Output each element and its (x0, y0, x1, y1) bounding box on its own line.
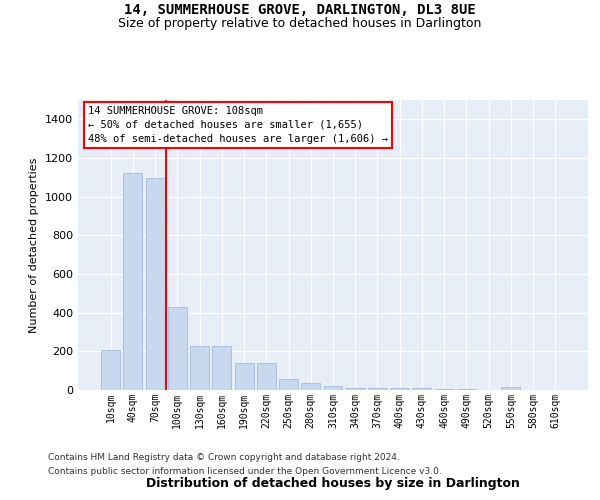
Bar (124, 174, 142, 390)
Text: Contains HM Land Registry data © Crown copyright and database right 2024.: Contains HM Land Registry data © Crown c… (48, 454, 400, 462)
Bar (101, 350, 120, 390)
Text: 14, SUMMERHOUSE GROVE, DARLINGTON, DL3 8UE: 14, SUMMERHOUSE GROVE, DARLINGTON, DL3 8… (124, 2, 476, 16)
Bar (190, 346, 209, 390)
Text: 14 SUMMERHOUSE GROVE: 108sqm
← 50% of detached houses are smaller (1,655)
48% of: 14 SUMMERHOUSE GROVE: 108sqm ← 50% of de… (88, 106, 388, 144)
Bar (301, 383, 320, 390)
Bar (412, 388, 431, 390)
Bar (346, 388, 365, 390)
Bar (279, 380, 298, 390)
Bar (212, 346, 231, 390)
Text: Size of property relative to detached houses in Darlington: Size of property relative to detached ho… (118, 18, 482, 30)
Bar (435, 389, 454, 390)
Text: Distribution of detached houses by size in Darlington: Distribution of detached houses by size … (146, 477, 520, 490)
Bar (323, 386, 343, 390)
Bar (390, 388, 409, 390)
Bar (146, 178, 164, 390)
Y-axis label: Number of detached properties: Number of detached properties (29, 158, 40, 332)
Bar (457, 389, 476, 390)
Bar (235, 363, 254, 390)
Bar (168, 307, 187, 390)
Text: Contains public sector information licensed under the Open Government Licence v3: Contains public sector information licen… (48, 467, 442, 476)
Bar (257, 363, 276, 390)
Bar (502, 387, 520, 390)
Bar (368, 388, 387, 390)
